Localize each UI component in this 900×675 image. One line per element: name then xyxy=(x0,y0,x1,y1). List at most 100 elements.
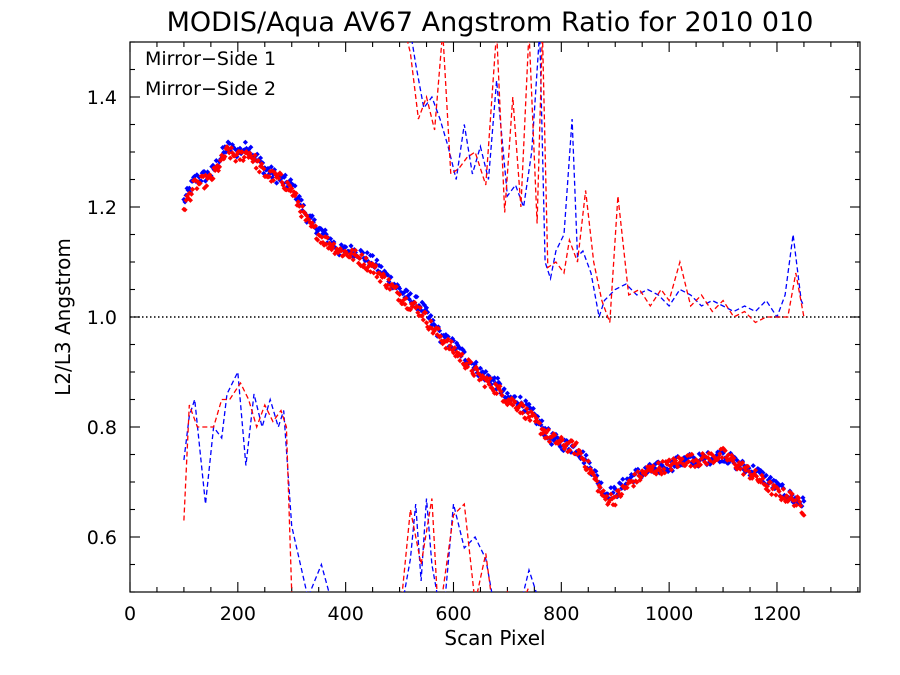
point-series-1 xyxy=(749,469,755,475)
point-series-1 xyxy=(315,228,321,234)
point-series-1 xyxy=(715,449,721,455)
x-tick-label: 0 xyxy=(124,603,136,625)
point-series-2 xyxy=(204,183,210,189)
point-series-2 xyxy=(679,456,685,462)
point-series-1 xyxy=(298,197,304,203)
point-series-2 xyxy=(546,439,553,445)
point-series-2 xyxy=(528,409,534,415)
point-series-2 xyxy=(393,284,399,290)
point-series-1 xyxy=(598,480,604,486)
point-series-2 xyxy=(401,297,407,303)
point-series-1 xyxy=(404,288,410,294)
point-series-2 xyxy=(443,345,449,351)
point-series-2 xyxy=(798,503,804,509)
point-series-1 xyxy=(418,307,424,313)
point-series-2 xyxy=(586,470,592,476)
point-series-2 xyxy=(760,475,766,481)
point-series-1 xyxy=(311,217,317,223)
point-series-1 xyxy=(296,193,302,199)
point-series-1 xyxy=(432,323,438,329)
point-series-1 xyxy=(483,369,489,375)
point-series-1 xyxy=(689,459,695,465)
point-series-2 xyxy=(566,440,572,446)
point-series-1 xyxy=(268,164,274,170)
point-series-2 xyxy=(641,469,647,475)
point-series-2 xyxy=(287,182,293,188)
point-series-2 xyxy=(266,173,272,180)
point-series-2 xyxy=(449,347,455,353)
point-series-2 xyxy=(674,461,680,467)
point-series-2 xyxy=(636,473,642,479)
tick-labels: 0 200 400 600 800 1000 1200 0.6 0.8 1.0 1.2 1.4 xyxy=(87,87,801,625)
point-series-2 xyxy=(764,483,770,489)
point-series-2 xyxy=(516,403,522,409)
point-series-2 xyxy=(448,338,454,345)
point-series-2 xyxy=(294,202,300,208)
point-series-2 xyxy=(408,301,414,307)
point-series-2 xyxy=(609,496,615,502)
point-series-1 xyxy=(523,398,529,404)
point-series-2 xyxy=(325,245,331,251)
point-series-2 xyxy=(772,483,778,489)
point-series-2 xyxy=(595,488,601,494)
point-series-2 xyxy=(544,435,550,441)
point-series-1 xyxy=(309,213,315,219)
point-series-2 xyxy=(335,250,341,256)
point-series-2 xyxy=(537,420,543,426)
point-series-2 xyxy=(739,460,746,466)
point-series-1 xyxy=(490,377,496,383)
point-series-1 xyxy=(362,258,368,264)
point-series-2 xyxy=(381,274,388,280)
point-series-1 xyxy=(629,473,636,479)
point-series-2 xyxy=(363,255,369,261)
point-series-2 xyxy=(700,451,706,457)
point-series-1 xyxy=(771,477,777,483)
point-series-1 xyxy=(706,460,712,466)
point-series-1 xyxy=(758,468,764,474)
point-series-2 xyxy=(298,214,304,220)
point-series-2 xyxy=(594,478,600,484)
point-series-2 xyxy=(777,493,783,499)
point-series-2 xyxy=(329,247,335,253)
point-series-2 xyxy=(377,278,383,285)
point-series-2 xyxy=(270,177,276,183)
point-series-2 xyxy=(662,470,668,476)
point-series-1 xyxy=(656,470,662,476)
point-series-2 xyxy=(227,155,233,161)
point-series-2 xyxy=(675,464,681,470)
point-series-2 xyxy=(222,154,228,160)
point-series-2 xyxy=(559,437,565,443)
point-series-1 xyxy=(608,485,614,491)
point-series-1 xyxy=(472,362,478,368)
point-series-1 xyxy=(765,477,771,483)
point-series-2 xyxy=(423,320,430,326)
point-series-2 xyxy=(533,415,540,421)
point-series-1 xyxy=(496,379,502,385)
point-series-1 xyxy=(441,332,447,338)
point-series-2 xyxy=(362,265,368,271)
point-series-1 xyxy=(686,454,692,460)
point-series-2 xyxy=(351,251,357,257)
point-series-2 xyxy=(765,488,771,494)
point-series-2 xyxy=(784,493,790,499)
point-series-2 xyxy=(435,326,441,332)
point-series-2 xyxy=(676,454,682,461)
point-series-1 xyxy=(728,450,734,456)
point-series-1 xyxy=(274,180,280,186)
point-series-2 xyxy=(786,496,792,502)
point-series-2 xyxy=(736,460,742,466)
point-series-2 xyxy=(555,440,561,447)
point-series-2 xyxy=(762,482,768,488)
point-series-1 xyxy=(500,388,506,394)
point-series-1 xyxy=(530,405,536,412)
point-series-2 xyxy=(567,447,573,453)
point-series-2 xyxy=(289,185,295,191)
point-series-2 xyxy=(666,457,672,463)
point-series-2 xyxy=(668,467,674,473)
point-series-2 xyxy=(635,469,641,475)
point-series-2 xyxy=(552,432,558,438)
point-series-2 xyxy=(577,448,583,454)
point-series-2 xyxy=(394,290,400,296)
point-series-2 xyxy=(758,479,764,485)
point-series-2 xyxy=(372,264,378,270)
